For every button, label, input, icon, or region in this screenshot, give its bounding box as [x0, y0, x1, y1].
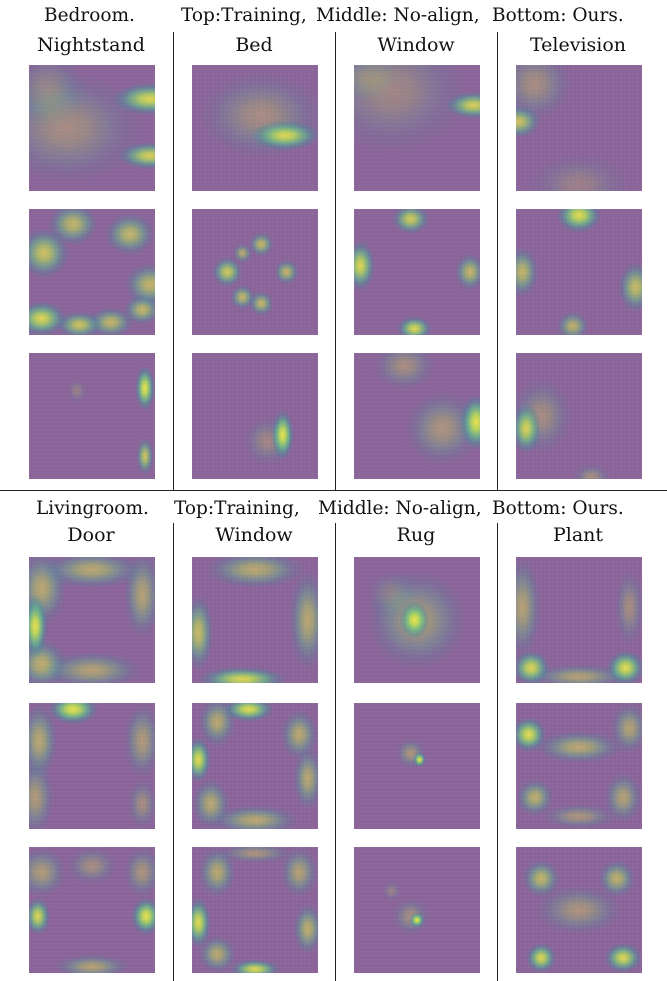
column-divider	[173, 32, 174, 490]
heatmap-television-ours	[516, 353, 642, 479]
heatmap-window-training	[192, 557, 318, 683]
scene-label: Bedroom.	[44, 5, 135, 26]
livingroom-section: Livingroom. Top:Training, Middle: No-ali…	[0, 491, 667, 981]
heatmap-window-no-align	[192, 703, 318, 829]
column-divider	[335, 32, 336, 490]
heatmap-door-no-align	[29, 703, 155, 829]
heatmap-window-ours	[354, 353, 480, 479]
column-label: Bed	[235, 34, 273, 56]
middle-row-caption: Middle: No-align,	[316, 5, 480, 26]
heatmap-window-ours	[192, 847, 318, 973]
column-label: Door	[67, 524, 115, 546]
bottom-row-caption: Bottom: Ours.	[492, 498, 624, 519]
column-divider	[497, 32, 498, 490]
heatmap-bed-training	[192, 65, 318, 191]
heatmap-window-no-align	[354, 209, 480, 335]
section-divider	[0, 490, 667, 491]
heatmap-door-ours	[29, 847, 155, 973]
bottom-row-caption: Bottom: Ours.	[492, 5, 624, 26]
heatmap-bed-no-align	[192, 209, 318, 335]
column-divider	[497, 523, 498, 981]
heatmap-window-training	[354, 65, 480, 191]
scene-label: Livingroom.	[36, 498, 149, 519]
column-label: Television	[529, 34, 627, 56]
heatmap-bed-ours	[192, 353, 318, 479]
heatmap-door-training	[29, 557, 155, 683]
column-label: Window	[215, 524, 293, 546]
heatmap-plant-training	[516, 557, 642, 683]
column-label: Nightstand	[37, 34, 145, 56]
heatmap-plant-no-align	[516, 703, 642, 829]
heatmap-plant-ours	[516, 847, 642, 973]
bedroom-section-title: Bedroom. Top:Training, Middle: No-align,…	[0, 2, 667, 28]
middle-row-caption: Middle: No-align,	[318, 498, 482, 519]
bedroom-section: Bedroom. Top:Training, Middle: No-align,…	[0, 0, 667, 490]
column-label: Rug	[396, 524, 436, 546]
heatmap-television-training	[516, 65, 642, 191]
column-divider	[173, 523, 174, 981]
column-label: Plant	[552, 524, 604, 546]
heatmap-rug-no-align	[354, 703, 480, 829]
top-row-caption: Top:Training,	[181, 5, 307, 26]
top-row-caption: Top:Training,	[174, 498, 300, 519]
column-divider	[335, 523, 336, 981]
heatmap-nightstand-ours	[29, 353, 155, 479]
heatmap-nightstand-no-align	[29, 209, 155, 335]
livingroom-section-title: Livingroom. Top:Training, Middle: No-ali…	[0, 495, 667, 521]
heatmap-rug-ours	[354, 847, 480, 973]
heatmap-television-no-align	[516, 209, 642, 335]
heatmap-rug-training	[354, 557, 480, 683]
column-label: Window	[377, 34, 455, 56]
heatmap-nightstand-training	[29, 65, 155, 191]
